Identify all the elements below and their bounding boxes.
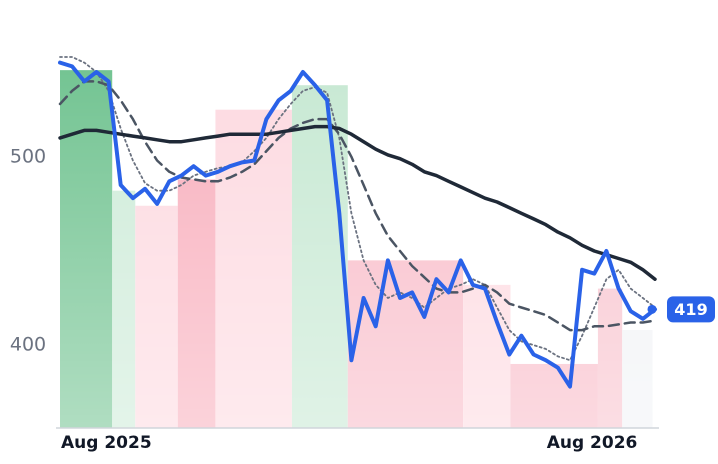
region (622, 330, 653, 428)
regions (60, 70, 653, 428)
series-line (59, 56, 656, 362)
region (291, 85, 348, 428)
x-tick-label: Aug 2026 (547, 433, 638, 453)
region (215, 109, 292, 428)
series-line (58, 60, 657, 389)
region (177, 179, 216, 428)
last-value-badge (667, 296, 715, 323)
region (60, 70, 113, 428)
region (463, 284, 511, 428)
region (597, 288, 623, 428)
x-tick-label: Aug 2025 (61, 433, 152, 453)
region (510, 363, 598, 428)
y-tick-label: 500 (10, 145, 46, 167)
last-value-label: 419 (674, 300, 707, 319)
region (347, 260, 464, 428)
last-point (647, 304, 657, 314)
series-line (58, 80, 657, 332)
y-tick-label: 400 (10, 334, 46, 356)
region (112, 190, 136, 428)
region (135, 205, 178, 428)
labels: 400 500 Aug 2025 Aug 2026 419 (10, 145, 708, 453)
lines (56, 56, 715, 429)
series-line (58, 124, 657, 281)
